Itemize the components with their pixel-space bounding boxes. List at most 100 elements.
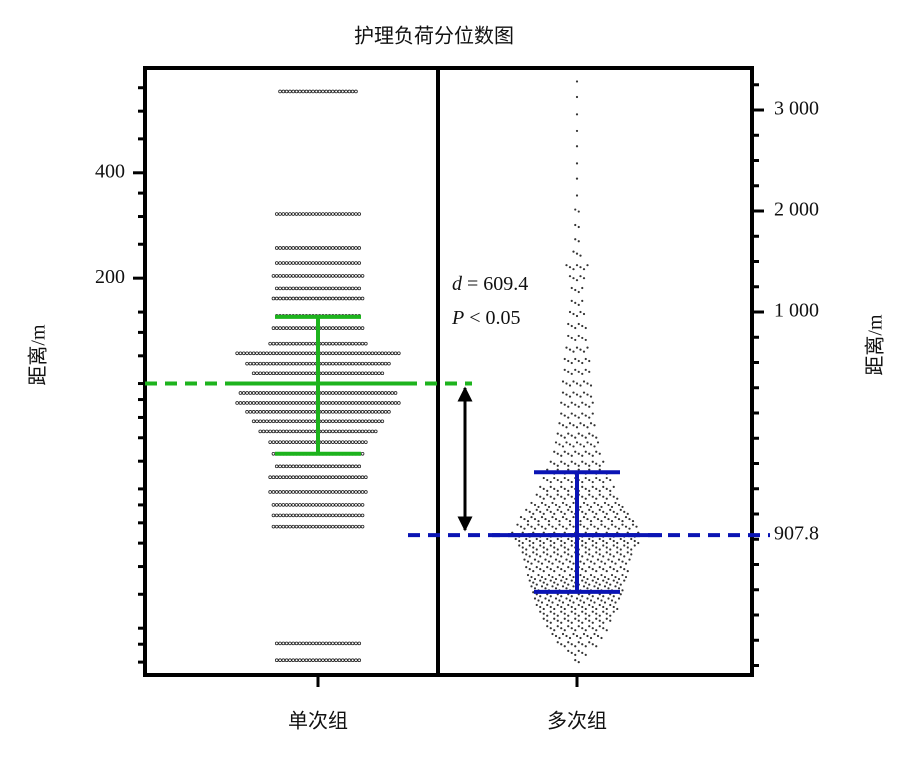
dot — [602, 539, 605, 543]
dot — [331, 464, 335, 469]
dot — [337, 286, 342, 291]
dot — [579, 384, 582, 387]
dot — [581, 595, 584, 598]
dot — [540, 515, 544, 519]
dot — [537, 560, 540, 563]
dot — [591, 495, 594, 498]
dot — [567, 405, 570, 408]
dot — [294, 274, 299, 278]
dot — [542, 581, 545, 584]
dot — [324, 464, 329, 469]
dot — [340, 464, 345, 469]
dot — [387, 361, 391, 366]
dot — [539, 610, 542, 613]
dot — [321, 296, 325, 301]
dot — [344, 296, 348, 301]
dot — [551, 525, 554, 528]
dot — [284, 475, 289, 480]
dot — [540, 585, 544, 588]
dot — [567, 619, 570, 622]
dot — [586, 527, 589, 530]
dot — [324, 513, 329, 518]
dot — [380, 371, 385, 376]
dot — [314, 524, 319, 529]
dot — [321, 524, 325, 529]
dot — [605, 551, 608, 554]
dot — [274, 286, 279, 291]
dot — [579, 523, 582, 526]
dot — [626, 512, 629, 515]
dot — [554, 441, 558, 444]
dot — [581, 605, 584, 609]
dot — [294, 464, 299, 469]
dot — [581, 485, 584, 489]
dot — [600, 573, 603, 577]
dot — [331, 503, 335, 507]
dot — [565, 527, 568, 530]
dot — [350, 410, 355, 414]
dot — [570, 480, 573, 484]
dot — [593, 562, 596, 565]
dot — [596, 558, 600, 561]
dot — [584, 476, 587, 480]
dot — [314, 475, 319, 480]
dot — [265, 419, 269, 424]
dot — [324, 440, 329, 444]
dot — [340, 524, 345, 529]
dot — [614, 501, 617, 505]
dot — [602, 627, 605, 630]
dot — [588, 432, 591, 435]
dot — [588, 452, 591, 455]
dot — [370, 410, 375, 414]
dot — [591, 595, 594, 598]
dot — [577, 416, 580, 419]
dot — [568, 636, 572, 640]
dot — [561, 424, 565, 427]
dot — [577, 661, 580, 664]
dot — [553, 629, 556, 632]
dot — [340, 286, 345, 291]
dot — [304, 475, 309, 480]
dot — [298, 658, 302, 663]
dot — [603, 501, 607, 505]
dot — [288, 524, 292, 529]
dot — [593, 525, 596, 528]
dot — [551, 501, 554, 505]
dot — [291, 286, 296, 291]
dot — [558, 505, 561, 509]
dot — [340, 419, 345, 424]
dot — [542, 546, 545, 549]
dot — [535, 493, 538, 496]
dot — [298, 475, 302, 480]
dot — [575, 177, 579, 180]
dot — [327, 274, 332, 278]
dot — [347, 351, 352, 356]
dot — [624, 575, 628, 579]
dot — [321, 326, 325, 330]
dot — [586, 577, 589, 581]
dot — [570, 605, 573, 609]
dot — [311, 641, 315, 646]
dot — [591, 544, 594, 547]
dot — [281, 641, 286, 646]
dot — [591, 579, 594, 582]
dot — [304, 401, 309, 405]
dot — [245, 351, 249, 356]
dot — [605, 512, 608, 515]
dot — [610, 599, 614, 602]
dot — [560, 401, 563, 404]
dot — [350, 341, 355, 346]
dot — [598, 614, 601, 617]
dot — [530, 515, 533, 519]
dot — [546, 553, 549, 556]
dot — [525, 508, 528, 511]
dot — [344, 401, 348, 405]
dot — [271, 419, 276, 424]
dot — [586, 634, 589, 638]
dot — [301, 490, 305, 494]
dot — [373, 351, 378, 356]
dot — [593, 585, 596, 588]
dot — [251, 391, 256, 395]
dot — [337, 641, 342, 646]
dot — [565, 393, 568, 396]
